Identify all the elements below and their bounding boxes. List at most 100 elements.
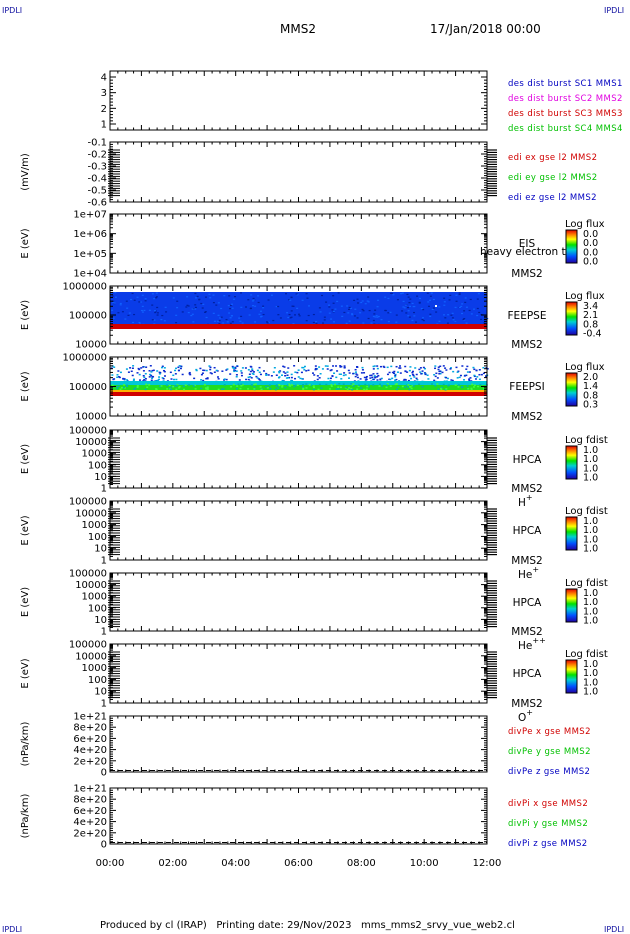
feepsi-spectrum-pixel xyxy=(473,384,476,386)
feepsi-spectrum-pixel xyxy=(388,378,391,381)
feepse-spectrum-pixel xyxy=(176,307,179,309)
feepse-spectrum-pixel xyxy=(325,301,328,303)
feepsi-spectrum-pixel xyxy=(473,374,476,377)
feepse-spectrum-pixel xyxy=(240,315,243,318)
feepsi-spectrum-pixel xyxy=(226,368,229,370)
feepsi-spectrum-pixel xyxy=(139,379,142,381)
y-tick-label: 6e+20 xyxy=(73,734,107,745)
legend-entry: divPe x gse MMS2 xyxy=(508,727,591,737)
feepse-spectrum-pixel xyxy=(409,305,412,308)
feepsi-spectrum-pixel xyxy=(444,367,447,369)
feepsi-spectrum-pixel xyxy=(177,369,180,372)
feepse-spectrum-pixel xyxy=(429,313,432,315)
feepsi-spectrum-pixel xyxy=(209,366,212,369)
feepse-spectrum-pixel xyxy=(163,320,166,322)
feepse-spectrum-pixel xyxy=(367,301,370,303)
feepse-spectrum-pixel xyxy=(407,296,410,298)
feepsi-spectrum-pixel xyxy=(367,386,370,388)
feepsi-spectrum-pixel xyxy=(303,369,306,371)
feepse-spectrum-pixel xyxy=(403,307,406,309)
feepsi-spectrum-pixel xyxy=(470,388,473,391)
feepsi-spectrum-pixel xyxy=(422,366,425,369)
feepsi-spectrum-pixel xyxy=(418,383,421,386)
feepse-spectrum-pixel xyxy=(176,300,179,302)
feepsi-spectrum-pixel xyxy=(379,378,382,380)
feepse-spectrum-pixel xyxy=(458,292,461,294)
y-tick-label: 0 xyxy=(101,840,107,851)
feepse-spectrum-pixel xyxy=(463,310,466,312)
y-tick-label: 10 xyxy=(94,472,107,483)
feepsi-spectrum-pixel xyxy=(234,366,237,369)
feepsi-spectrum-pixel xyxy=(355,366,358,368)
feepsi-spectrum-pixel xyxy=(265,372,268,375)
feepsi-spectrum-pixel xyxy=(113,366,116,368)
feepsi-spectrum-pixel xyxy=(446,377,449,380)
y-tick-label: 1000000 xyxy=(62,282,107,293)
feepse-spectrum-pixel xyxy=(301,299,304,301)
feepse-spectrum-pixel xyxy=(451,317,454,319)
feepsi-spectrum-pixel xyxy=(132,379,135,382)
feepsi-spectrum-pixel xyxy=(136,385,139,387)
x-tick-label: 04:00 xyxy=(221,858,250,869)
feepsi-spectrum-pixel xyxy=(468,378,471,380)
feepsi-spectrum-pixel xyxy=(150,374,153,377)
feepsi-spectrum-pixel xyxy=(372,368,375,370)
feepse-spectrum-pixel xyxy=(321,294,324,297)
feepsi-spectrum-pixel xyxy=(146,386,149,388)
feepse-spectrum-pixel xyxy=(275,306,278,308)
feepsi-spectrum-pixel xyxy=(144,388,147,391)
feepsi-spectrum-pixel xyxy=(152,369,155,372)
colorbar xyxy=(565,301,578,336)
feepsi-spectrum-pixel xyxy=(257,378,260,380)
feepsi-spectrum-pixel xyxy=(134,387,137,389)
feepse-spectrum-pixel xyxy=(328,304,331,306)
feepse-spectrum-pixel xyxy=(377,315,380,318)
feepsi-spectrum-pixel xyxy=(326,368,329,370)
feepsi-spectrum-pixel xyxy=(414,367,417,369)
spacecraft-label: MMS2 xyxy=(511,626,542,638)
feepsi-spectrum-pixel xyxy=(296,371,299,374)
feepse-spectrum-pixel xyxy=(143,309,146,312)
feepsi-spectrum-pixel xyxy=(410,387,413,390)
legend-entry: divPi z gse MMS2 xyxy=(508,839,588,849)
feepse-spectrum-pixel xyxy=(387,297,390,300)
feepse-spectrum-pixel xyxy=(322,322,325,324)
feepsi-spectrum-pixel xyxy=(442,365,445,367)
feepsi-spectrum-pixel xyxy=(151,377,154,379)
feepse-spectrum-pixel xyxy=(223,295,226,297)
feepse-spectrum-pixel xyxy=(216,320,219,322)
feepsi-spectrum-pixel xyxy=(332,365,335,367)
feepsi-spectrum-pixel xyxy=(189,373,192,376)
feepsi-spectrum-pixel xyxy=(455,366,458,369)
feepse-spectrum-pixel xyxy=(172,297,175,299)
feepsi-spectrum-pixel xyxy=(468,371,471,373)
feepse-spectrum-pixel xyxy=(290,316,293,318)
feepse-spectrum-pixel xyxy=(323,316,326,318)
instrument-label: EIS xyxy=(519,238,536,250)
feepsi-spectrum-pixel xyxy=(282,371,285,373)
y-tick-label: 10000 xyxy=(75,437,107,448)
feepsi-spectrum-pixel xyxy=(342,383,345,385)
feepsi-spectrum-pixel xyxy=(437,388,440,390)
feepsi-spectrum-pixel xyxy=(478,378,481,381)
feepsi-spectrum-pixel xyxy=(320,387,323,389)
x-tick-label: 06:00 xyxy=(284,858,313,869)
feepsi-spectrum-pixel xyxy=(339,365,342,367)
feepsi-spectrum-pixel xyxy=(393,370,396,373)
feepsi-spectrum-pixel xyxy=(260,388,263,391)
feepsi-spectrum-pixel xyxy=(158,371,161,374)
feepsi-spectrum-pixel xyxy=(359,378,362,380)
feepsi-spectrum-pixel xyxy=(209,368,212,371)
corner-label-top-right: IPDLI xyxy=(604,6,625,15)
feepsi-spectrum-pixel xyxy=(123,383,126,386)
feepsi-spectrum-pixel xyxy=(213,371,216,373)
feepse-spectrum-pixel xyxy=(305,320,308,322)
feepsi-spectrum-pixel xyxy=(480,373,483,376)
feepse-spectrum-pixel xyxy=(205,316,208,319)
feepse-spectrum-pixel xyxy=(285,293,288,295)
feepsi-spectrum-pixel xyxy=(172,385,175,388)
feepsi-spectrum-pixel xyxy=(438,373,441,375)
y-tick-label: -0.1 xyxy=(87,138,107,149)
feepse-spectrum-pixel xyxy=(418,302,421,304)
instrument-label: HPCA xyxy=(513,668,543,680)
